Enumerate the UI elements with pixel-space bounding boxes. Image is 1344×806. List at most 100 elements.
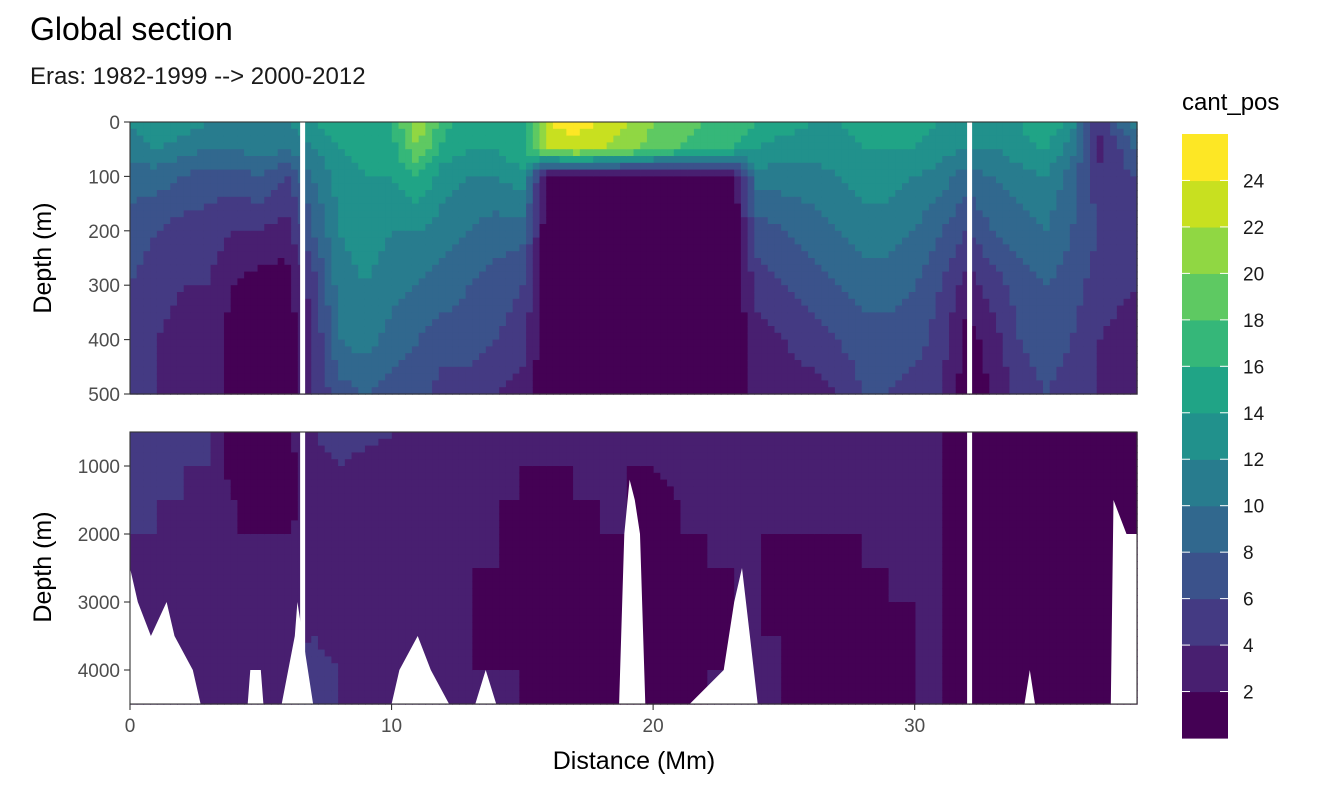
- heatmap-cell: [170, 128, 178, 137]
- heatmap-cell: [781, 149, 789, 157]
- heatmap-cell: [311, 156, 319, 164]
- heatmap-cell: [908, 285, 917, 293]
- heatmap-cell: [707, 183, 715, 191]
- heatmap-cell: [519, 244, 527, 252]
- heatmap-cell: [855, 142, 863, 150]
- heatmap-cell: [808, 251, 816, 259]
- heatmap-cell: [552, 244, 561, 252]
- heatmap-cell: [210, 122, 218, 130]
- heatmap-cell: [197, 122, 205, 130]
- heatmap-cell: [908, 292, 917, 300]
- heatmap-cell: [130, 319, 138, 327]
- heatmap-cell: [714, 312, 722, 320]
- heatmap-cell: [190, 305, 198, 314]
- heatmap-cell: [277, 224, 286, 232]
- heatmap-cell: [223, 162, 232, 171]
- heatmap-cell: [613, 190, 621, 198]
- heatmap-cell: [566, 183, 574, 191]
- heatmap-cell: [499, 326, 507, 334]
- heatmap-cell: [586, 156, 594, 164]
- heatmap-cell: [432, 373, 440, 382]
- heatmap-cell: [183, 326, 192, 334]
- heatmap-cell: [667, 176, 675, 184]
- heatmap-cell: [868, 339, 876, 348]
- heatmap-cell: [868, 285, 876, 293]
- heatmap-cell: [532, 237, 541, 246]
- heatmap-cell: [150, 156, 158, 164]
- heatmap-cell: [385, 122, 393, 130]
- heatmap-cell: [344, 210, 353, 218]
- heatmap-cell: [881, 380, 890, 388]
- heatmap-cell: [364, 326, 373, 334]
- heatmap-cell: [881, 162, 890, 171]
- heatmap-cell: [821, 135, 829, 144]
- heatmap-cell: [176, 373, 185, 382]
- heatmap-cell: [559, 210, 568, 218]
- heatmap-cell: [640, 346, 648, 354]
- heatmap-cell: [398, 305, 406, 314]
- heatmap-cell: [949, 271, 957, 280]
- heatmap-cell: [317, 298, 326, 307]
- heatmap-cell: [405, 190, 413, 198]
- heatmap-cell: [479, 332, 487, 341]
- heatmap-cell: [257, 128, 265, 137]
- heatmap-cell: [479, 224, 487, 232]
- heatmap-cell: [223, 203, 232, 212]
- heatmap-cell: [150, 339, 158, 348]
- heatmap-cell: [834, 251, 843, 259]
- heatmap-cell: [774, 271, 782, 280]
- heatmap-cell: [458, 332, 467, 341]
- heatmap-cell: [385, 373, 393, 382]
- heatmap-cell: [479, 346, 487, 354]
- heatmap-cell: [935, 203, 944, 212]
- heatmap-cell: [465, 183, 474, 191]
- heatmap-cell: [150, 135, 158, 144]
- heatmap-cell: [935, 128, 944, 137]
- heatmap-cell: [787, 387, 796, 395]
- heatmap-cell: [888, 142, 897, 150]
- heatmap-cell: [586, 271, 594, 280]
- heatmap-cell: [660, 339, 668, 348]
- heatmap-cell: [465, 387, 474, 395]
- heatmap-cell: [573, 387, 581, 395]
- heatmap-cell: [646, 169, 655, 178]
- heatmap-cell: [935, 278, 944, 286]
- heatmap-cell: [230, 305, 239, 314]
- heatmap-cell: [761, 162, 769, 171]
- heatmap-cell: [808, 237, 816, 246]
- heatmap-cell: [351, 190, 359, 198]
- heatmap-cell: [338, 251, 346, 259]
- heatmap-cell: [438, 183, 447, 191]
- heatmap-cell: [559, 319, 568, 327]
- heatmap-cell: [539, 285, 547, 293]
- heatmap-cell: [264, 176, 272, 184]
- heatmap-cell: [358, 135, 366, 144]
- heatmap-cell: [237, 176, 245, 184]
- heatmap-cell: [485, 128, 494, 137]
- heatmap-cell: [183, 305, 192, 314]
- heatmap-cell: [626, 237, 635, 246]
- heatmap-cell: [418, 128, 427, 137]
- heatmap-cell: [814, 312, 823, 320]
- heatmap-cell: [640, 387, 648, 395]
- heatmap-cell: [761, 319, 769, 327]
- heatmap-cell: [633, 251, 641, 259]
- heatmap-cell: [532, 203, 541, 212]
- heatmap-cell: [176, 387, 185, 395]
- heatmap-cell: [499, 298, 507, 307]
- heatmap-cell: [472, 162, 480, 171]
- heatmap-cell: [425, 162, 433, 171]
- heatmap-cell: [190, 264, 198, 273]
- heatmap-cell: [767, 326, 776, 334]
- heatmap-cell: [230, 373, 239, 382]
- heatmap-cell: [150, 312, 158, 320]
- heatmap-cell: [217, 366, 225, 375]
- heatmap-cell: [646, 122, 655, 130]
- heatmap-cell: [331, 380, 339, 388]
- heatmap-cell: [881, 305, 890, 314]
- heatmap-cell: [942, 264, 950, 273]
- heatmap-cell: [311, 360, 319, 368]
- heatmap-cell: [270, 135, 279, 144]
- heatmap-cell: [472, 353, 480, 361]
- heatmap-cell: [217, 332, 225, 341]
